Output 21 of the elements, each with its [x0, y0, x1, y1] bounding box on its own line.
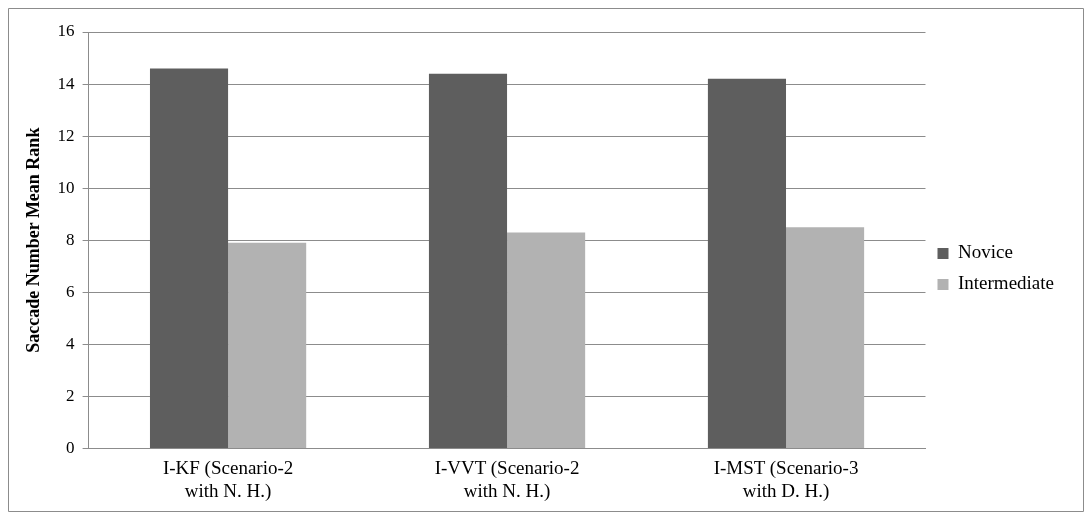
- y-tick-label: 8: [66, 229, 75, 249]
- bar: [228, 242, 307, 448]
- y-axis-title: Saccade Number Mean Rank: [23, 127, 44, 353]
- y-tick-label: 12: [57, 125, 75, 145]
- bar: [428, 73, 508, 448]
- bar: [786, 227, 865, 448]
- legend-label: Intermediate: [958, 272, 1055, 294]
- y-tick-label: 14: [57, 73, 76, 93]
- bar: [707, 78, 787, 448]
- x-tick-label: I-KF (Scenario-2 with N. H.): [162, 456, 294, 502]
- y-tick-label: 0: [66, 437, 75, 457]
- y-tick-label: 6: [66, 281, 75, 301]
- y-tick-label: 4: [66, 333, 76, 353]
- x-tick-label: I-MST (Scenario-3 with D. H.): [713, 456, 859, 502]
- y-tick-label: 16: [57, 21, 75, 41]
- bar: [149, 68, 229, 448]
- y-tick-label: 2: [66, 385, 75, 405]
- legend-label: Novice: [958, 241, 1013, 263]
- y-tick-label: 10: [57, 177, 75, 197]
- x-tick-label: I-VVT (Scenario-2 with N. H.): [434, 456, 580, 502]
- bar: [507, 232, 586, 448]
